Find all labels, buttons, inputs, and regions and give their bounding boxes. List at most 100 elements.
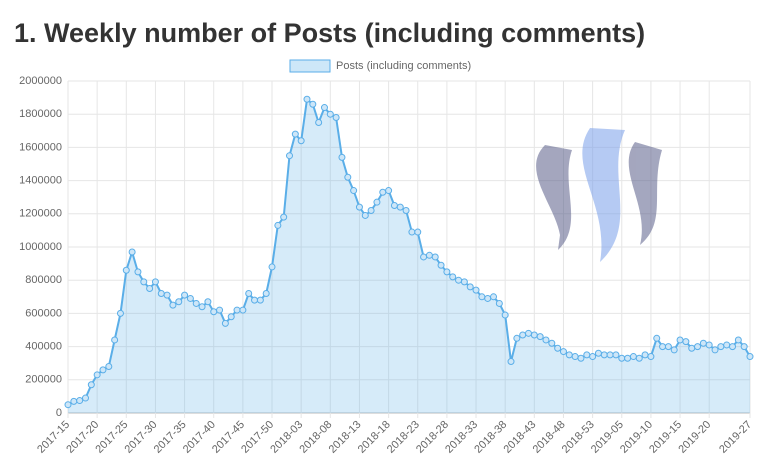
point [600, 351, 608, 359]
point [565, 351, 573, 359]
point [472, 286, 480, 294]
point [256, 296, 264, 304]
y-tick-label: 200000 [25, 374, 62, 386]
y-tick-label: 600000 [25, 307, 62, 319]
point [740, 343, 748, 351]
point [326, 110, 334, 118]
point [251, 296, 259, 304]
point [309, 100, 317, 108]
point [64, 401, 72, 409]
point [659, 343, 667, 351]
point [297, 137, 305, 145]
y-tick-label: 2000000 [19, 75, 62, 87]
point [116, 309, 124, 317]
point [134, 268, 142, 276]
point [344, 173, 352, 181]
point [210, 308, 218, 316]
point [606, 351, 614, 359]
point [216, 306, 224, 314]
point [449, 273, 457, 281]
point [536, 333, 544, 341]
point [519, 331, 527, 339]
point [338, 153, 346, 161]
point [274, 221, 282, 229]
point [664, 343, 672, 351]
legend-label: Posts (including comments) [336, 60, 471, 72]
point [221, 319, 229, 327]
point [181, 291, 189, 299]
point [227, 313, 235, 321]
point [460, 278, 468, 286]
point [501, 311, 509, 319]
point [93, 371, 101, 379]
point [286, 152, 294, 160]
y-tick-label: 1200000 [19, 208, 62, 220]
point [122, 266, 130, 274]
y-tick-label: 1600000 [19, 141, 62, 153]
point [437, 261, 445, 269]
point [315, 119, 323, 126]
point [367, 206, 375, 214]
point [466, 283, 474, 291]
point [723, 341, 731, 349]
point [163, 291, 171, 299]
point [379, 188, 387, 196]
y-tick-label: 1000000 [19, 241, 62, 253]
point [76, 397, 84, 405]
point [455, 276, 463, 284]
point [571, 353, 579, 361]
point [245, 289, 253, 297]
point [175, 298, 183, 306]
point [484, 294, 492, 302]
point [169, 301, 177, 309]
y-tick-label: 1800000 [19, 108, 62, 120]
point [746, 353, 754, 361]
legend-swatch [289, 59, 331, 73]
point [495, 299, 503, 307]
point [332, 114, 340, 122]
point [239, 306, 247, 314]
point [711, 346, 719, 354]
y-tick-label: 1400000 [19, 175, 62, 187]
point [589, 353, 597, 361]
point [729, 343, 737, 351]
point [513, 334, 521, 342]
point [542, 336, 550, 344]
point [443, 268, 451, 276]
point [157, 289, 165, 297]
point [507, 358, 515, 366]
area [68, 99, 750, 414]
point [734, 336, 742, 344]
point [105, 363, 113, 371]
point [361, 211, 369, 219]
point [618, 354, 626, 362]
point [548, 339, 556, 347]
point [559, 348, 567, 356]
point [694, 343, 702, 351]
point [414, 228, 422, 236]
point [303, 95, 311, 103]
point [350, 187, 358, 195]
x-tick-label: 2019-27 [717, 419, 754, 456]
point [385, 187, 393, 195]
point [425, 251, 433, 259]
point [87, 381, 95, 389]
point [524, 329, 532, 337]
point [420, 253, 428, 261]
point [554, 344, 562, 352]
point [128, 248, 136, 256]
point [81, 394, 89, 402]
point [530, 331, 538, 339]
point [390, 202, 398, 209]
point [262, 289, 270, 297]
point [490, 293, 498, 301]
point [478, 293, 486, 301]
point [198, 303, 206, 311]
point [233, 306, 241, 314]
point [402, 206, 410, 214]
point [280, 213, 288, 221]
point [705, 341, 713, 349]
point [151, 278, 159, 286]
point [408, 228, 416, 236]
